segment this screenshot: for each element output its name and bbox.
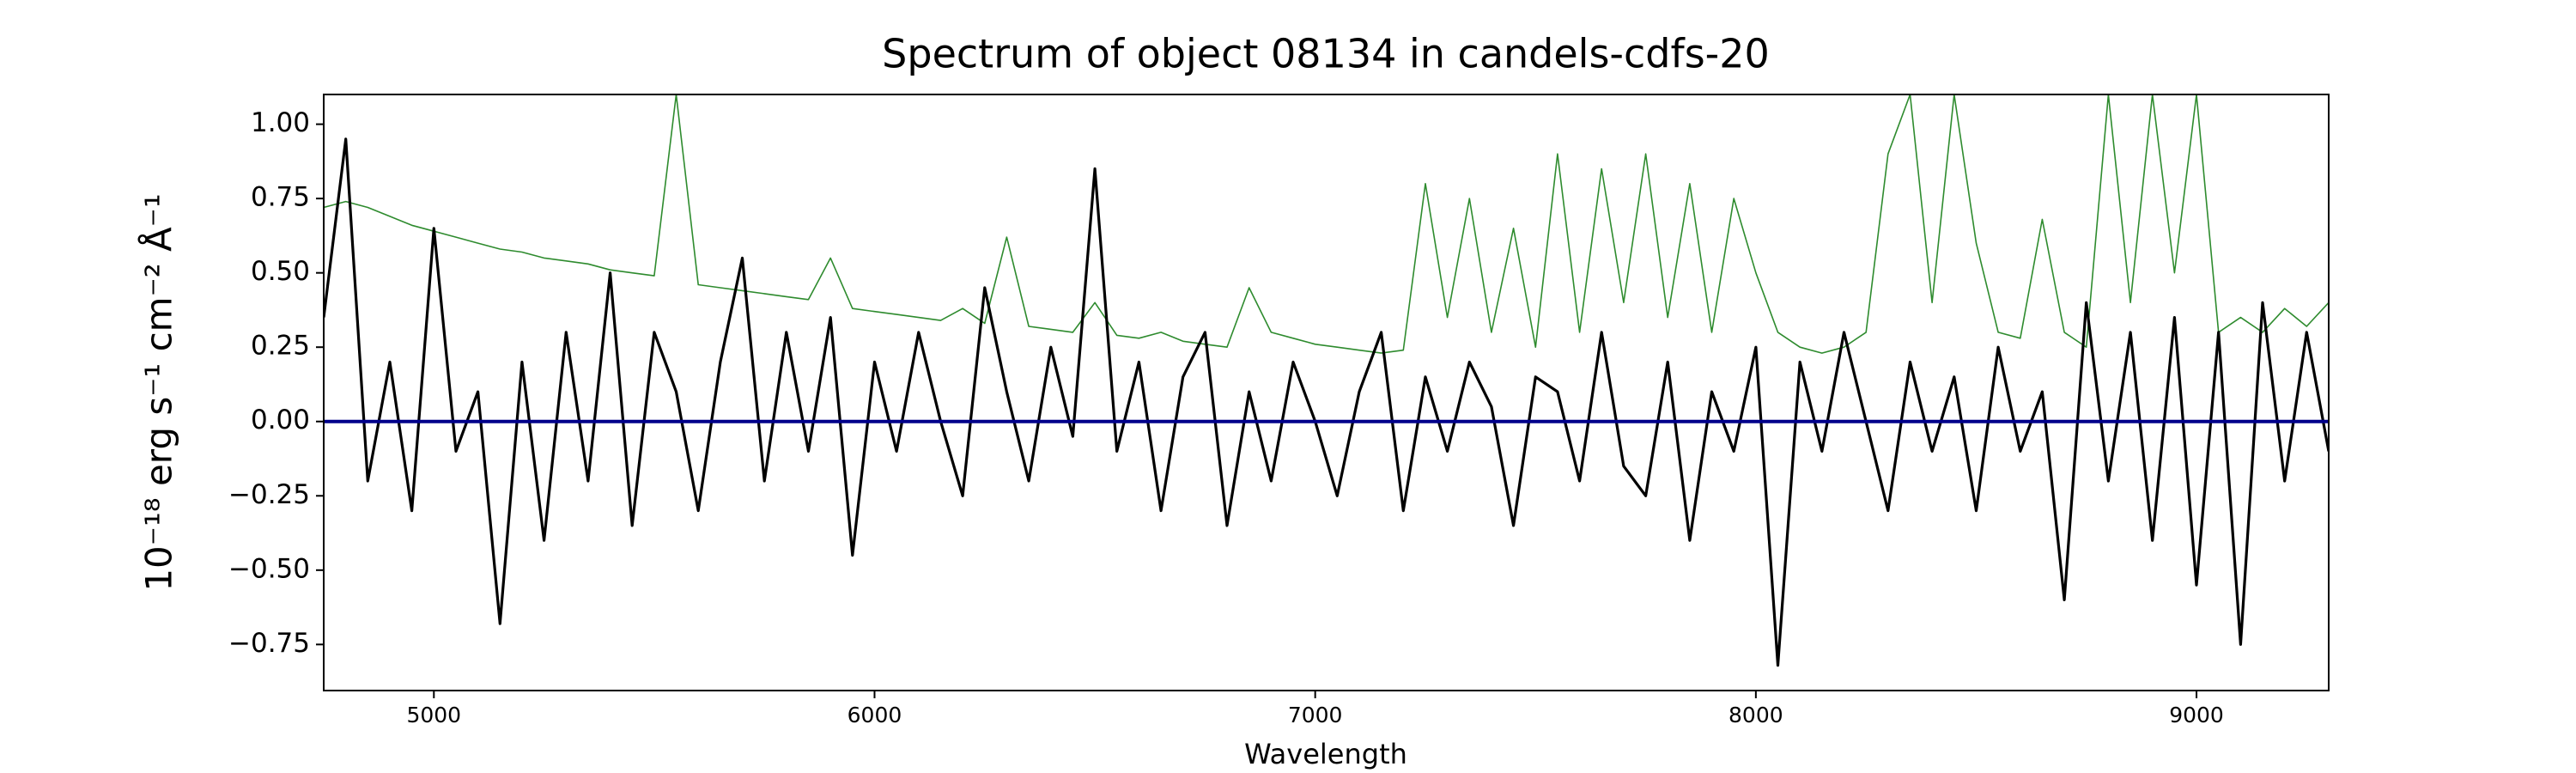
y-tick-label: 0.00 [251, 405, 310, 435]
y-tick-label: −0.25 [228, 479, 310, 510]
y-tick-label: 0.75 [251, 182, 310, 213]
x-tick-label: 8000 [1728, 703, 1783, 727]
x-tick-label: 7000 [1288, 703, 1343, 727]
y-tick-label: −0.50 [228, 553, 310, 584]
y-tick-label: −0.75 [228, 628, 310, 659]
y-tick-label: 1.00 [251, 107, 310, 138]
chart-title: Spectrum of object 08134 in candels-cdfs… [882, 31, 1770, 77]
y-tick-label: 0.25 [251, 331, 310, 362]
spectrum-line [324, 94, 2329, 354]
x-tick-label: 6000 [848, 703, 902, 727]
y-tick-label: 0.50 [251, 256, 310, 287]
y-axis-label: 10⁻¹⁸ erg s⁻¹ cm⁻² Å⁻¹ [137, 193, 180, 591]
x-tick-label: 9000 [2169, 703, 2224, 727]
x-axis-label: Wavelength [1244, 738, 1407, 770]
spectrum-line [324, 137, 2329, 667]
x-tick-label: 5000 [406, 703, 461, 727]
plot-frame [323, 94, 2330, 691]
plot-area [324, 94, 2329, 667]
